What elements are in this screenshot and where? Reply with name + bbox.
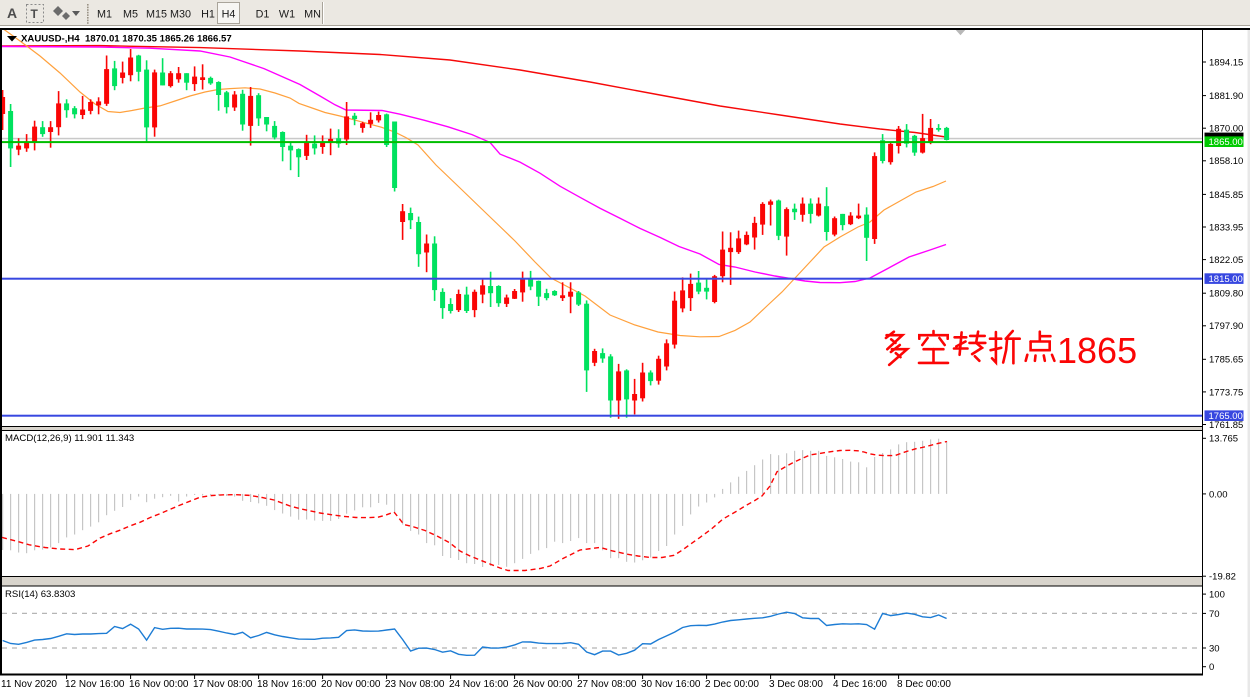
svg-text:30: 30 xyxy=(1209,643,1220,654)
svg-text:1865: 1865 xyxy=(1057,330,1137,371)
svg-text:1761.85: 1761.85 xyxy=(1209,420,1243,431)
svg-text:M1: M1 xyxy=(97,9,112,21)
svg-text:26 Nov 00:00: 26 Nov 00:00 xyxy=(513,679,573,690)
svg-text:1815.00: 1815.00 xyxy=(1209,274,1243,285)
svg-text:1785.65: 1785.65 xyxy=(1209,355,1243,366)
svg-text:1870.00: 1870.00 xyxy=(1209,124,1243,135)
svg-text:MACD(12,26,9) 11.901 11.343: MACD(12,26,9) 11.901 11.343 xyxy=(5,433,134,444)
svg-text:1833.95: 1833.95 xyxy=(1209,222,1243,233)
svg-text:1845.85: 1845.85 xyxy=(1209,190,1243,201)
svg-text:M30: M30 xyxy=(170,9,191,21)
svg-text:MN: MN xyxy=(304,9,321,21)
svg-text:18 Nov 16:00: 18 Nov 16:00 xyxy=(257,679,317,690)
svg-text:0: 0 xyxy=(1209,662,1214,673)
svg-text:11 Nov 2020: 11 Nov 2020 xyxy=(1,679,57,690)
svg-text:M5: M5 xyxy=(123,9,138,21)
svg-text:16 Nov 00:00: 16 Nov 00:00 xyxy=(129,679,189,690)
svg-text:D1: D1 xyxy=(256,9,270,21)
svg-text:1865.00: 1865.00 xyxy=(1209,137,1243,148)
svg-text:1797.90: 1797.90 xyxy=(1209,321,1243,332)
svg-text:A: A xyxy=(7,5,17,21)
svg-text:27 Nov 08:00: 27 Nov 08:00 xyxy=(577,679,637,690)
svg-text:T: T xyxy=(31,7,39,21)
svg-text:30 Nov 16:00: 30 Nov 16:00 xyxy=(641,679,701,690)
svg-text:24 Nov 16:00: 24 Nov 16:00 xyxy=(449,679,509,690)
svg-text:1773.75: 1773.75 xyxy=(1209,387,1243,398)
svg-text:17 Nov 08:00: 17 Nov 08:00 xyxy=(193,679,253,690)
svg-text:0.00: 0.00 xyxy=(1209,489,1228,500)
svg-text:1858.10: 1858.10 xyxy=(1209,156,1243,167)
svg-text:20 Nov 00:00: 20 Nov 00:00 xyxy=(321,679,381,690)
svg-text:100: 100 xyxy=(1209,590,1225,601)
svg-text:1881.90: 1881.90 xyxy=(1209,91,1243,102)
svg-text:-19.82: -19.82 xyxy=(1209,572,1236,583)
svg-text:1765.00: 1765.00 xyxy=(1209,411,1243,422)
svg-text:XAUUSD-,H4 1870.01 1870.35 18: XAUUSD-,H4 1870.01 1870.35 1865.26 1866.… xyxy=(21,34,232,45)
svg-text:1809.80: 1809.80 xyxy=(1209,289,1243,300)
svg-text:8 Dec 00:00: 8 Dec 00:00 xyxy=(897,679,951,690)
svg-text:M15: M15 xyxy=(146,9,167,21)
svg-text:70: 70 xyxy=(1209,609,1220,620)
svg-text:12 Nov 16:00: 12 Nov 16:00 xyxy=(65,679,125,690)
svg-text:13.765: 13.765 xyxy=(1209,434,1238,445)
svg-text:H1: H1 xyxy=(201,9,215,21)
svg-text:2 Dec 00:00: 2 Dec 00:00 xyxy=(705,679,759,690)
svg-text:1894.15: 1894.15 xyxy=(1209,57,1243,68)
svg-text:4 Dec 16:00: 4 Dec 16:00 xyxy=(833,679,887,690)
svg-text:H4: H4 xyxy=(222,9,236,21)
svg-text:1822.05: 1822.05 xyxy=(1209,255,1243,266)
svg-text:23 Nov 08:00: 23 Nov 08:00 xyxy=(385,679,445,690)
svg-text:W1: W1 xyxy=(279,9,295,21)
svg-text:RSI(14) 63.8303: RSI(14) 63.8303 xyxy=(5,589,75,600)
svg-text:3 Dec 08:00: 3 Dec 08:00 xyxy=(769,679,823,690)
